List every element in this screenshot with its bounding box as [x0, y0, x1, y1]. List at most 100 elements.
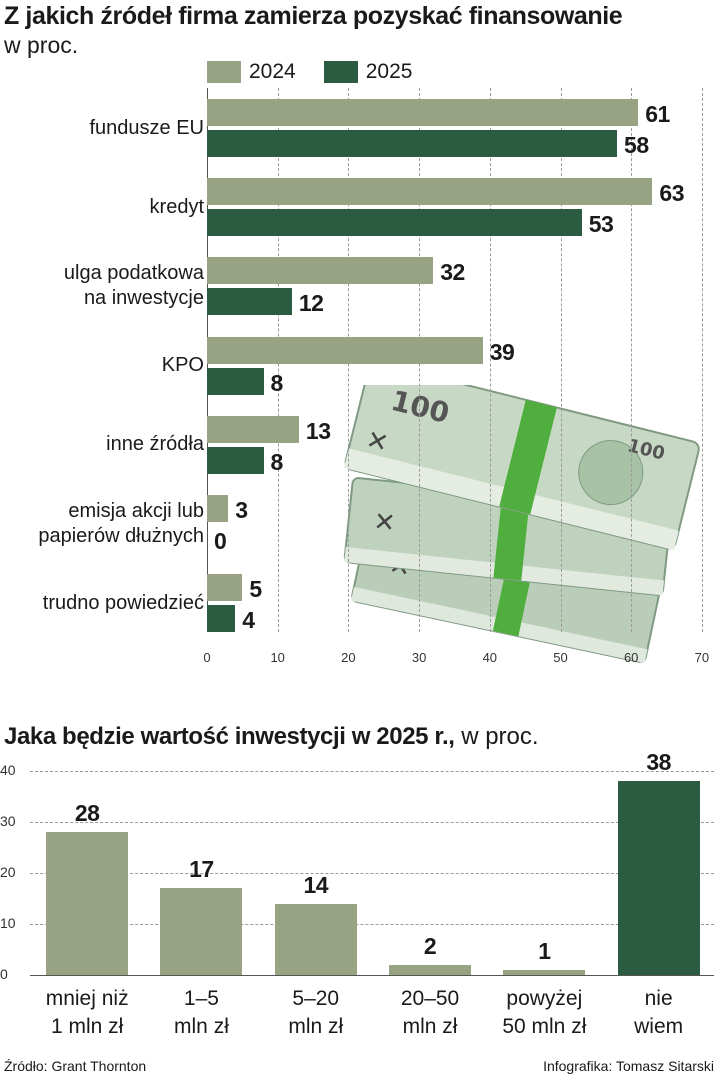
- value-label-2025: 58: [624, 132, 649, 158]
- column-value-label: 38: [646, 749, 671, 776]
- category-label: emisja akcji lub papierów dłużnych: [38, 499, 204, 549]
- gridline-x-60: [631, 88, 633, 632]
- legend-swatch-2025: [323, 61, 358, 83]
- bar-2024: [207, 415, 299, 443]
- bar-2025: [207, 130, 618, 157]
- legend-swatch-2024: [207, 61, 241, 83]
- second-chart-unit: w proc.: [461, 723, 539, 750]
- value-label-2025: 4: [242, 607, 255, 634]
- column-category-line: mniej niż: [45, 987, 129, 1010]
- category-label: ulga podatkowa na inwestycje: [64, 261, 204, 311]
- column-bar: [389, 964, 472, 975]
- x-axis-line: [30, 975, 714, 976]
- gridline-y-10: [30, 924, 714, 925]
- x-tick-30: 30: [411, 650, 427, 665]
- value-label-2024: 61: [645, 101, 670, 127]
- value-label-2025: 8: [270, 369, 284, 396]
- gridline-x-50: [560, 88, 562, 632]
- category-label-line: ulga podatkowa: [63, 262, 204, 285]
- category-label-line: na inwestycje: [83, 287, 204, 310]
- column-category-line: 5–20: [292, 987, 340, 1010]
- svg-text:✕: ✕: [372, 507, 397, 539]
- value-label-2024: 13: [305, 417, 331, 444]
- column-value-label: 17: [189, 856, 214, 883]
- column-category-label: powyżej 50 mln zł: [489, 985, 599, 1041]
- gridline-y-20: [30, 873, 714, 874]
- bar-2024: [207, 178, 653, 206]
- column-category-label: 1–5 mln zł: [146, 985, 256, 1041]
- bar-2025: [207, 288, 292, 316]
- value-label-2024: 3: [235, 497, 248, 523]
- column-value-label: 1: [538, 937, 551, 964]
- legend: 2024 2025: [207, 59, 440, 85]
- gridline-y-40: [30, 771, 714, 772]
- column-bar: [503, 969, 586, 975]
- second-chart-title-text: Jaka będzie wartość inwestycji w 2025 r.…: [4, 723, 455, 750]
- gridline-x-70: [701, 88, 703, 632]
- column-category-line: 1–5: [183, 987, 219, 1010]
- column-category-label: 5–20 mln zł: [261, 985, 371, 1041]
- value-label-2024: 63: [659, 180, 684, 207]
- column-category-label: mniej niż 1 mln zł: [32, 985, 142, 1041]
- value-label-2025: 53: [588, 211, 614, 238]
- category-label: fundusze EU: [89, 116, 204, 141]
- bar-2024: [207, 257, 434, 285]
- credit-note: Infografika: Tomasz Sitarski: [543, 1058, 714, 1074]
- x-tick-70: 70: [694, 650, 710, 665]
- column-value-label: 14: [303, 871, 329, 898]
- legend-label-2024: 2024: [249, 60, 296, 83]
- column-bar: [274, 903, 357, 975]
- value-label-2025: 0: [214, 528, 227, 554]
- column-value-label: 28: [74, 800, 100, 827]
- column-category-line: 1 mln zł: [50, 1015, 124, 1038]
- category-label-line: papierów dłużnych: [38, 525, 204, 547]
- column-category-label: nie wiem: [604, 985, 714, 1041]
- column-category-line: wiem: [634, 1015, 684, 1038]
- bar-2025: [207, 605, 236, 633]
- column-category-line: mln zł: [174, 1015, 229, 1038]
- y-tick-40: 40: [0, 762, 16, 778]
- value-label-2024: 39: [489, 338, 515, 365]
- category-label: trudno powiedzieć: [43, 591, 204, 616]
- column-bar: [617, 781, 700, 975]
- column-bar: [160, 888, 243, 975]
- x-tick-10: 10: [270, 650, 285, 665]
- x-tick-0: 0: [203, 650, 211, 665]
- bar-2024: [207, 336, 483, 364]
- gridline-y-30: [30, 822, 714, 823]
- y-tick-30: 30: [0, 813, 16, 829]
- bar-2024: [207, 99, 639, 126]
- value-label-2024: 5: [249, 576, 262, 603]
- column-category-line: nie: [644, 987, 673, 1010]
- source-note: Źródło: Grant Thornton: [4, 1058, 147, 1074]
- banknote-stack-icon: ✕ ✕ 100 100 ✕: [343, 385, 700, 664]
- column-category-line: 20–50: [400, 987, 460, 1010]
- x-tick-60: 60: [623, 650, 639, 665]
- value-label-2025: 12: [298, 290, 324, 317]
- category-label-line: inne źródła: [106, 433, 204, 456]
- column-category-line: mln zł: [402, 1015, 458, 1038]
- legend-item-2024: 2024: [207, 60, 296, 84]
- bar-2025: [207, 209, 582, 237]
- column-category-line: powyżej: [506, 987, 583, 1010]
- bar-2024: [207, 574, 243, 602]
- legend-item-2025: 2025: [323, 60, 413, 84]
- category-label-line: trudno powiedzieć: [42, 591, 204, 614]
- y-tick-0: 0: [0, 966, 8, 982]
- column-category-line: 50 mln zł: [502, 1015, 587, 1038]
- value-label-2024: 32: [440, 259, 465, 286]
- column-value-label: 2: [423, 932, 437, 959]
- category-label: kredyt: [150, 195, 204, 220]
- x-tick-40: 40: [482, 650, 498, 665]
- category-label: KPO: [162, 353, 204, 378]
- chart-unit: w proc.: [4, 32, 79, 58]
- y-tick-20: 20: [0, 864, 16, 880]
- category-label-line: emisja akcji lub: [68, 500, 204, 522]
- bar-2024: [207, 495, 229, 522]
- bar-2025: [207, 367, 264, 395]
- second-chart-title: Jaka będzie wartość inwestycji w 2025 r.…: [4, 723, 539, 751]
- bar-2025: [207, 446, 264, 474]
- chart-title: Z jakich źródeł firma zamierza pozyskać …: [4, 2, 623, 30]
- legend-label-2025: 2025: [365, 60, 413, 83]
- category-label-line: fundusze EU: [89, 116, 204, 139]
